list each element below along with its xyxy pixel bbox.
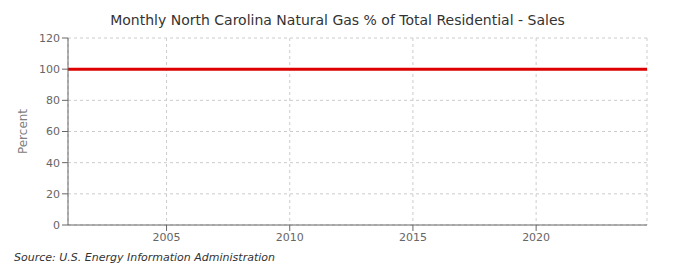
svg-text:100: 100 <box>39 63 60 76</box>
svg-text:2020: 2020 <box>522 231 550 244</box>
svg-text:2005: 2005 <box>153 231 181 244</box>
svg-text:Percent: Percent <box>16 109 30 154</box>
html-text:Monthly North Carolina Natural: Monthly North Carolina Natural Gas % of … <box>110 12 565 28</box>
svg-text:120: 120 <box>39 32 60 45</box>
svg-text:40: 40 <box>46 157 60 170</box>
svg-text:2015: 2015 <box>399 231 427 244</box>
svg-text:80: 80 <box>46 94 60 107</box>
svg-text:2010: 2010 <box>276 231 304 244</box>
svg-text:20: 20 <box>46 188 60 201</box>
html-text:Source: U.S. Energy Informatio: Source: U.S. Energy Information Administ… <box>14 251 275 264</box>
svg-text:60: 60 <box>46 125 60 138</box>
svg-text:0: 0 <box>53 219 60 232</box>
